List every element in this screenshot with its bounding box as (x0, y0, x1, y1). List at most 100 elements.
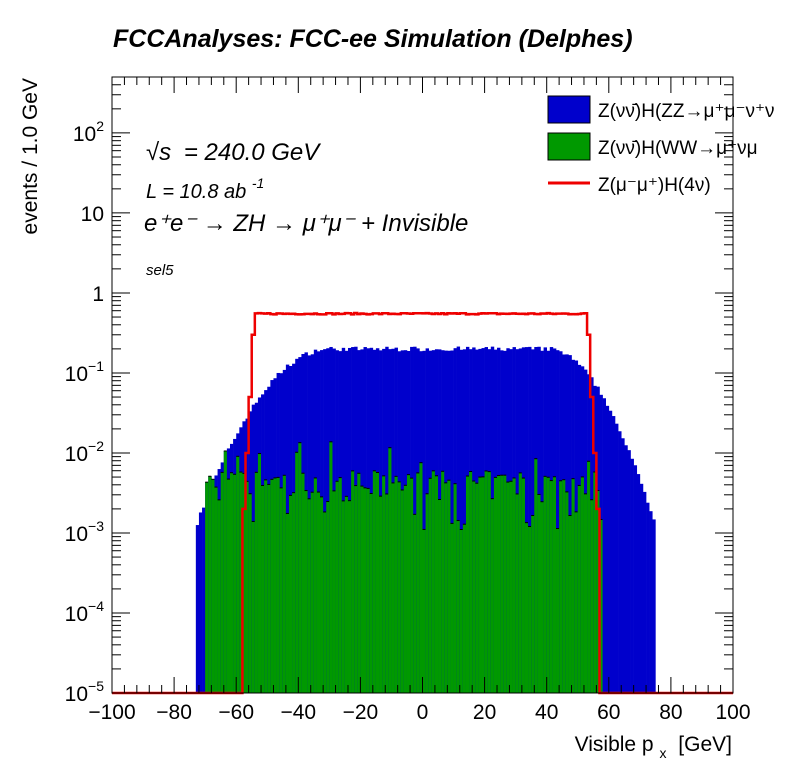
bar-zz (556, 350, 560, 693)
bar-ww (552, 476, 557, 693)
bar-ww (431, 470, 436, 693)
bar-ww (323, 511, 327, 693)
bar-zz (605, 405, 610, 693)
bar-ww (335, 481, 339, 693)
y-tick-exp: −3 (88, 518, 104, 534)
bar-ww (288, 495, 293, 693)
bar-ww (341, 500, 346, 693)
bar-zz (624, 445, 628, 693)
bar-ww (261, 485, 265, 693)
bar-ww (475, 483, 479, 693)
bar-ww (360, 486, 364, 693)
ticks-layer: −100 −80 −60 −40 −20 0 20 40 60 80 10010210110−110… (65, 76, 751, 724)
bar-zz (608, 410, 613, 693)
bar-ww (344, 496, 349, 693)
bar-ww (521, 478, 526, 693)
bar-ww (397, 481, 402, 693)
bar-ww (515, 493, 520, 693)
chart-title: FCCAnalyses: FCC-ee Simulation (Delphes) (113, 25, 633, 53)
bar-ww (465, 476, 470, 693)
bar-ww (438, 499, 442, 693)
bar-ww (385, 493, 389, 693)
bar-ww (208, 476, 212, 693)
bar-ww (512, 477, 516, 693)
y-tick-exp: −5 (88, 678, 104, 694)
x-tick-label: −40 (280, 701, 316, 724)
x-tick-label: 100 (715, 701, 750, 724)
bar-zz (198, 512, 203, 693)
bar-ww (580, 476, 585, 693)
bar-zz (636, 474, 641, 693)
y-tick-label: 10 (81, 203, 104, 226)
bar-zz (462, 349, 467, 693)
x-tick-label: 60 (597, 701, 620, 724)
legend-swatch (547, 132, 591, 161)
lumi-value: L = 10.8 ab (146, 181, 246, 203)
bar-ww (565, 491, 569, 693)
bar-ww (559, 480, 563, 693)
bar-ww (394, 476, 398, 693)
y-tick-label: 10−1 (65, 358, 105, 386)
bar-ww (357, 473, 361, 693)
bar-zz (459, 349, 464, 693)
sqrt-s-value: = 240.0 GeV (184, 139, 321, 166)
bar-ww (562, 479, 566, 693)
bar-ww (205, 482, 209, 693)
bar-ww (382, 475, 386, 693)
bar-ww (304, 490, 308, 693)
line-4nu (112, 311, 733, 695)
bar-zz (602, 398, 606, 693)
bar-ww (214, 487, 218, 693)
bar-ww (220, 472, 225, 693)
x-tick-label: −80 (156, 701, 192, 724)
bar-zz (633, 465, 638, 693)
y-tick-base: 10 (65, 363, 88, 386)
y-tick-label: 10−3 (65, 518, 105, 546)
sqrt-s-symbol: √s (146, 139, 171, 166)
bar-ww (416, 472, 420, 693)
x-axis-label-unit: [GeV] (678, 733, 732, 756)
bar-ww (326, 501, 330, 693)
x-tick-label: 40 (535, 701, 558, 724)
process-annotation: e⁺e⁻ → ZH → μ⁺μ⁻ + Invisible (144, 210, 468, 237)
bar-ww (590, 499, 594, 693)
bar-ww (229, 472, 234, 693)
bar-ww (413, 514, 417, 693)
bar-ww (543, 476, 547, 693)
bar-ww (596, 490, 600, 693)
x-axis-label-main: Visible p (575, 733, 654, 756)
y-tick-base: 10 (81, 203, 104, 226)
bar-ww (599, 519, 603, 693)
bar-zz (422, 350, 426, 693)
bar-ww (577, 485, 582, 693)
data-layer (112, 311, 733, 695)
bar-zz (450, 350, 454, 693)
y-tick-base: 10 (65, 523, 88, 546)
y-tick-label: 10−5 (65, 678, 105, 706)
bar-ww (248, 493, 253, 693)
bar-zz (618, 431, 622, 693)
y-tick-exp: 2 (96, 118, 104, 134)
bar-ww (419, 462, 423, 693)
x-axis-label-sub: x (659, 745, 666, 761)
bar-ww (351, 470, 355, 693)
bar-ww (329, 441, 333, 693)
bar-ww (456, 520, 461, 693)
bar-ww (307, 498, 312, 693)
annotations: √s = 240.0 GeV L = 10.8 ab -1 e⁺e⁻ → ZH … (144, 139, 468, 279)
legend-label: Z(νν̄)H(WW→μ⁺νμ (598, 138, 758, 159)
y-tick-base: 10 (73, 123, 96, 146)
bar-ww (453, 483, 457, 693)
y-tick-exp: −1 (88, 358, 104, 374)
bar-ww (528, 526, 532, 693)
bar-zz (639, 483, 644, 693)
bar-ww (500, 475, 504, 693)
bar-ww (295, 452, 299, 693)
bar-zz (524, 347, 529, 693)
bar-ww (267, 484, 271, 693)
bar-ww (540, 501, 544, 693)
bar-ww (497, 475, 501, 693)
bar-ww (506, 482, 510, 693)
bar-zz (642, 491, 647, 693)
